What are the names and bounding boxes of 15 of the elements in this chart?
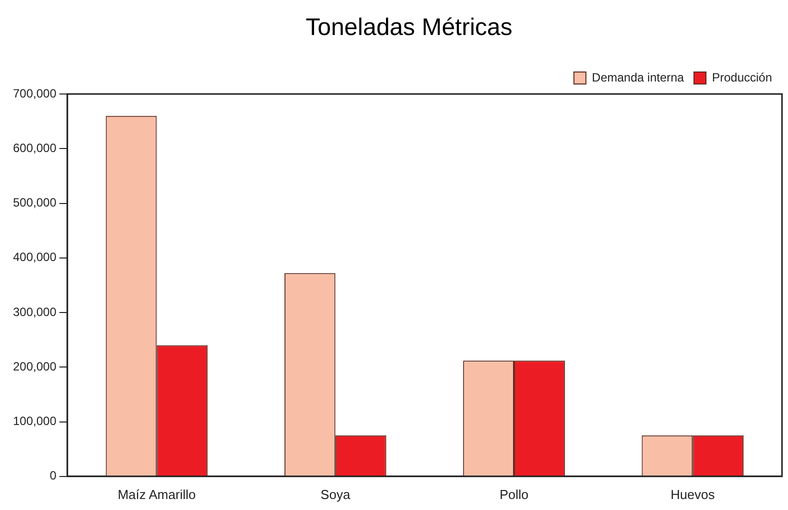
chart-title: Toneladas Métricas	[304, 14, 514, 42]
y-tick-label: 300,000	[12, 304, 57, 319]
x-tick-label: Pollo	[500, 486, 528, 502]
x-tick-label: Soya	[320, 486, 351, 502]
y-tick-label: 500,000	[12, 196, 57, 210]
y-tick-label: 400,000	[12, 250, 57, 264]
y-tick-label: 200,000	[12, 359, 57, 374]
y-tick-label: 0	[50, 468, 57, 483]
legend-label: Producción	[712, 70, 772, 84]
x-tick-label: Huevos	[670, 486, 716, 502]
y-tick-label: 700,000	[12, 86, 57, 100]
x-tick-label: Maíz Amarillo	[118, 486, 196, 502]
legend-label: Demanda interna	[592, 70, 684, 84]
y-tick-label: 600,000	[12, 140, 57, 155]
y-tick-label: 100,000	[12, 414, 57, 428]
